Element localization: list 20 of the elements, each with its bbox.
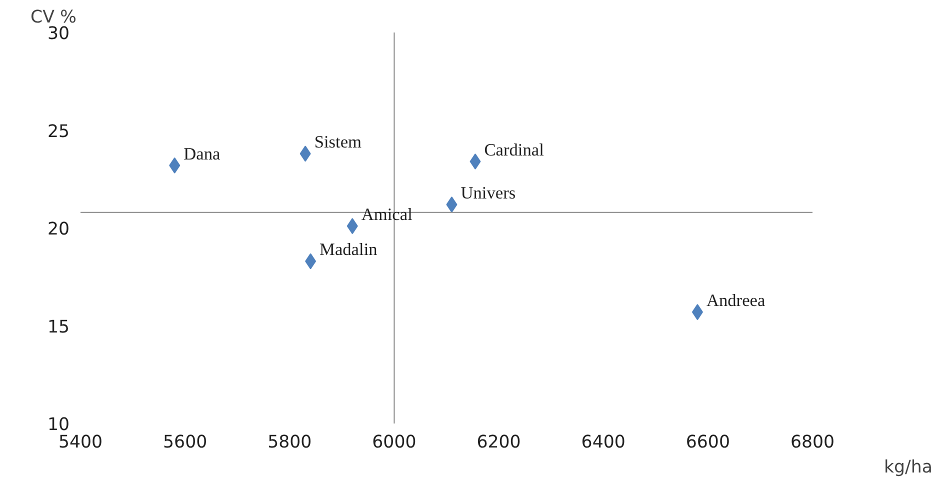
annotation: Cardinal: [484, 140, 544, 160]
annotation: Univers: [460, 184, 516, 203]
x-tick-label: 6800: [790, 432, 835, 452]
x-tick-label: 6200: [476, 432, 521, 452]
annotation: Dana: [184, 144, 220, 164]
annotation: Sistem: [314, 132, 362, 152]
annotation: Madalin: [320, 240, 378, 260]
y-tick-label: 25: [47, 122, 70, 142]
annotation: Amical: [361, 205, 413, 224]
y-tick-label: 10: [47, 415, 70, 435]
x-tick-label: 6000: [372, 432, 416, 452]
x-axis-title: kg/ha: [884, 458, 933, 478]
y-tick-label: 15: [47, 317, 70, 338]
x-tick-label: 6600: [686, 432, 730, 452]
x-tick-label: 6400: [581, 432, 626, 452]
x-tick-label: 5600: [163, 432, 208, 452]
y-tick-label: 20: [47, 220, 70, 240]
x-tick-label: 5400: [58, 432, 103, 452]
x-tick-label: 5800: [268, 432, 312, 452]
annotation: Andreea: [706, 291, 766, 310]
